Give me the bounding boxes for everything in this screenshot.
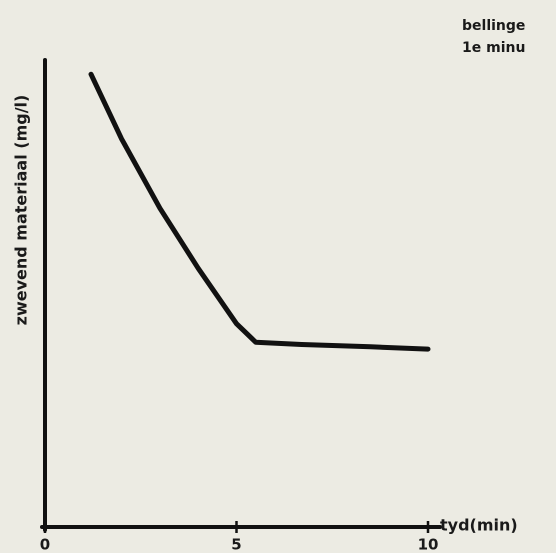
x-tick-label: 0 [40, 536, 50, 553]
annotation: bellinge [462, 18, 525, 34]
x-tick-label: 10 [418, 536, 439, 553]
y-axis-label: zwevend materiaal (mg/l) [12, 95, 31, 326]
x-tick-label: 5 [231, 536, 241, 553]
data-line [91, 74, 428, 349]
annotation: 1e minu [462, 40, 525, 56]
chart: zwevend materiaal (mg/l) tyd(min) bellin… [0, 0, 556, 553]
x-axis-label: tyd(min) [440, 516, 518, 535]
